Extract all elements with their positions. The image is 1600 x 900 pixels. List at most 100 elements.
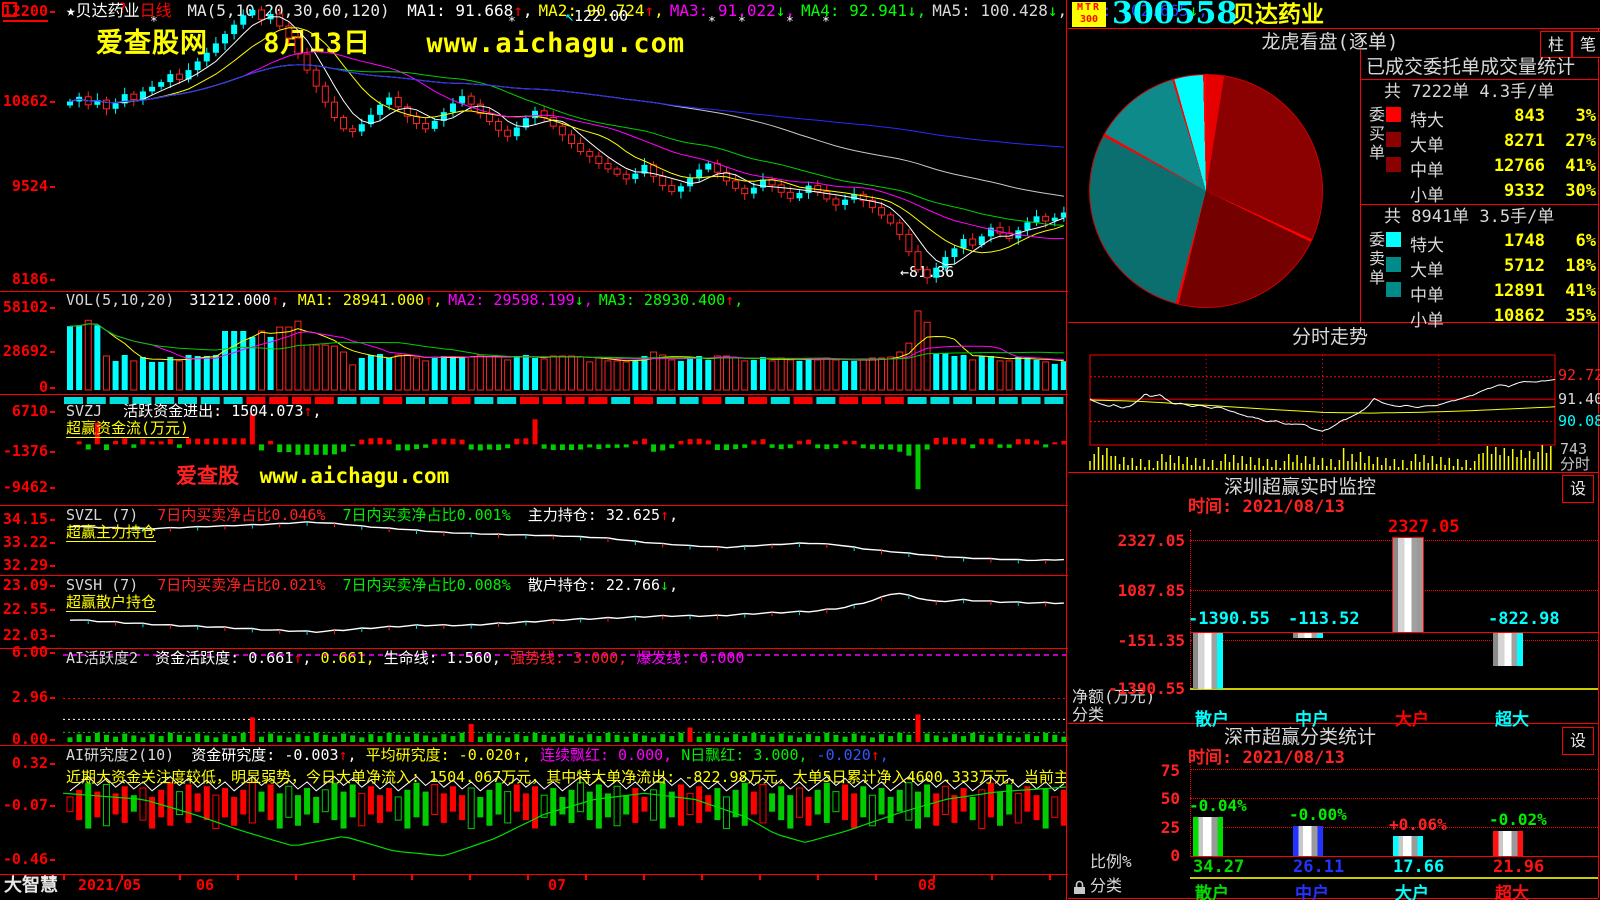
classify-settings-button[interactable]: 设 — [1562, 727, 1594, 755]
svsh-sub-label: 超赢散户持仓 — [66, 593, 157, 613]
intraday-high-label: 92.72 — [1558, 366, 1600, 384]
app-icon[interactable] — [2, 2, 17, 17]
monitor-bar-value: -1390.55 — [1188, 609, 1270, 629]
y-axis-label: -0.46 — [0, 850, 55, 868]
order-pie-chart — [1089, 74, 1323, 308]
svsh-indicator: SVSH (7) — [66, 576, 139, 594]
svsh-header: SVSH (7) 7日内买卖净占比0.021% 7日内买卖净占比0.008% 散… — [66, 576, 679, 594]
y-axis-label: 0 — [0, 378, 55, 396]
stats-title: 已成交委托单成交量统计 — [1366, 56, 1576, 78]
buy-row-pct: 30% — [1565, 181, 1596, 201]
svzj-header: SVZJ 活跃资金进出: 1504.073↑, — [66, 402, 322, 420]
dragon-title: 龙虎看盘(逐单) — [1261, 31, 1399, 53]
monitor-category: 大户 — [1395, 710, 1429, 730]
marker-arrow-icon: ↖ — [565, 7, 575, 25]
period-label[interactable]: 日线 — [139, 1, 172, 20]
monitor-y-label: 2327.05 — [1117, 531, 1185, 550]
watermark: 爱查股网 8月13日 www.aichagu.com — [96, 28, 685, 59]
sell-row-color-square — [1386, 257, 1401, 272]
y-axis-label: -0.07 — [0, 796, 55, 814]
ma-item: MA4: 92.941↓, — [801, 1, 927, 20]
time-axis-tick-label: 06 — [196, 876, 215, 894]
classify-category: 散户 — [1195, 884, 1229, 900]
monitor-title: 深圳超赢实时监控 — [1223, 476, 1376, 498]
sell-row-color-square — [1386, 232, 1401, 247]
ma-item: MA5: 100.428↓, — [932, 1, 1068, 20]
monitor-category: 超大 — [1495, 710, 1529, 730]
ma-group-label: MA(5,10,20,30,60,120) — [187, 1, 390, 20]
high-price-marker: ↖122.00 — [565, 7, 629, 25]
monitor-zero-line — [1190, 632, 1598, 633]
monitor-bar — [1293, 633, 1323, 638]
monitor-axis1: 净额(万元) — [1072, 687, 1156, 706]
ai-research-chart[interactable] — [63, 746, 1066, 874]
lock-icon[interactable] — [1072, 880, 1087, 895]
daily-candlestick-chart[interactable] — [63, 0, 1066, 291]
monitor-y-label: -1390.55 — [1107, 679, 1185, 698]
classify-bar — [1293, 826, 1323, 856]
y-axis-label: 6.00 — [0, 643, 55, 661]
intraday-low-label: 90.08 — [1558, 412, 1600, 430]
stock-name-right: 贝达药业 — [1232, 2, 1324, 28]
stats-line — [1360, 204, 1598, 205]
mtr-logo[interactable]: MTR 300 — [1072, 2, 1106, 27]
ma-item: MA3: 28930.400↑, — [598, 291, 744, 309]
monitor-bar — [1392, 537, 1424, 633]
svzj-watermark: 爱查股 www.aichagu.com — [176, 464, 450, 488]
buy-row-color-square — [1386, 132, 1401, 147]
classify-y-label: 50 — [1160, 789, 1180, 808]
intraday-prevclose-label: 91.40 — [1558, 390, 1600, 408]
classify-bar-delta: -0.00% — [1289, 805, 1347, 824]
intraday-vol-label: 743 — [1560, 440, 1588, 458]
stroke-mode-button[interactable]: 笔 — [1572, 31, 1600, 58]
buy-row-value: 9332 — [1504, 181, 1545, 201]
ai-research-summary: 近期大资金关注度较低，明显弱势，今日大单净流入: 1504.067万元，其中特大… — [66, 769, 1066, 786]
classify-category: 中户 — [1295, 884, 1329, 900]
stats-divider — [1360, 50, 1361, 322]
classify-gridline — [1190, 827, 1598, 828]
star-icon: ★ — [66, 1, 76, 20]
intraday-title: 分时走势 — [1291, 326, 1368, 348]
y-axis-label: 34.15 — [0, 510, 55, 528]
classify-time: 时间: 2021/08/13 — [1188, 748, 1345, 768]
ma-item: MA2: 29598.199↓, — [448, 291, 593, 309]
watermark-url: www.aichagu.com — [426, 28, 686, 59]
classify-zero-line — [1190, 856, 1598, 857]
y-axis-label: 33.22 — [0, 533, 55, 551]
buy-row-pct: 3% — [1575, 106, 1596, 126]
y-axis-label: 32.29 — [0, 556, 55, 574]
classify-bar-delta: -0.04% — [1189, 796, 1247, 815]
monitor-bar-value: -113.52 — [1288, 609, 1360, 629]
ma-item: MA1: 91.668↑, — [407, 1, 533, 20]
classify-bar-value: 34.27 — [1193, 857, 1245, 877]
time-axis-line — [0, 874, 1068, 875]
ai-activity-header: AI活跃度2 资金活跃度: 0.661↑, 0.661, 生命线: 1.560,… — [66, 649, 745, 667]
monitor-settings-button[interactable]: 设 — [1562, 475, 1594, 503]
buy-row-color-square — [1386, 157, 1401, 172]
y-axis-label: 0.32 — [0, 754, 55, 772]
intraday-chart[interactable] — [1068, 322, 1600, 472]
classify-bar — [1393, 836, 1423, 856]
volume-chart[interactable] — [63, 296, 1066, 392]
pane-separator — [0, 505, 1068, 506]
buy-row-name: 中单 — [1410, 161, 1444, 181]
buy-row-pct: 41% — [1565, 156, 1596, 176]
vol-indicator: VOL(5,10,20) — [66, 291, 175, 309]
svzj-money-flow-chart[interactable] — [63, 395, 1066, 505]
sell-row-name: 中单 — [1410, 286, 1444, 306]
y-axis-label: 2.96 — [0, 688, 55, 706]
bar-mode-button[interactable]: 柱 — [1540, 31, 1572, 58]
classify-y-label: 75 — [1160, 761, 1180, 780]
header-underline — [1068, 28, 1600, 29]
buy-side-label: 委买单 — [1366, 106, 1385, 163]
svzl-main-holding-chart[interactable] — [63, 506, 1066, 575]
ai2-indicator: AI研究度2(10) — [66, 746, 175, 764]
sell-row-pct: 6% — [1575, 231, 1596, 251]
monitor-axis — [1190, 530, 1191, 688]
brand-label: 大智慧 — [4, 875, 58, 896]
ai-activity-chart[interactable] — [63, 649, 1066, 745]
classify-axis1: 比例% — [1090, 852, 1132, 871]
svsh-retail-holding-chart[interactable] — [63, 576, 1066, 648]
monitor-category: 散户 — [1195, 710, 1229, 730]
